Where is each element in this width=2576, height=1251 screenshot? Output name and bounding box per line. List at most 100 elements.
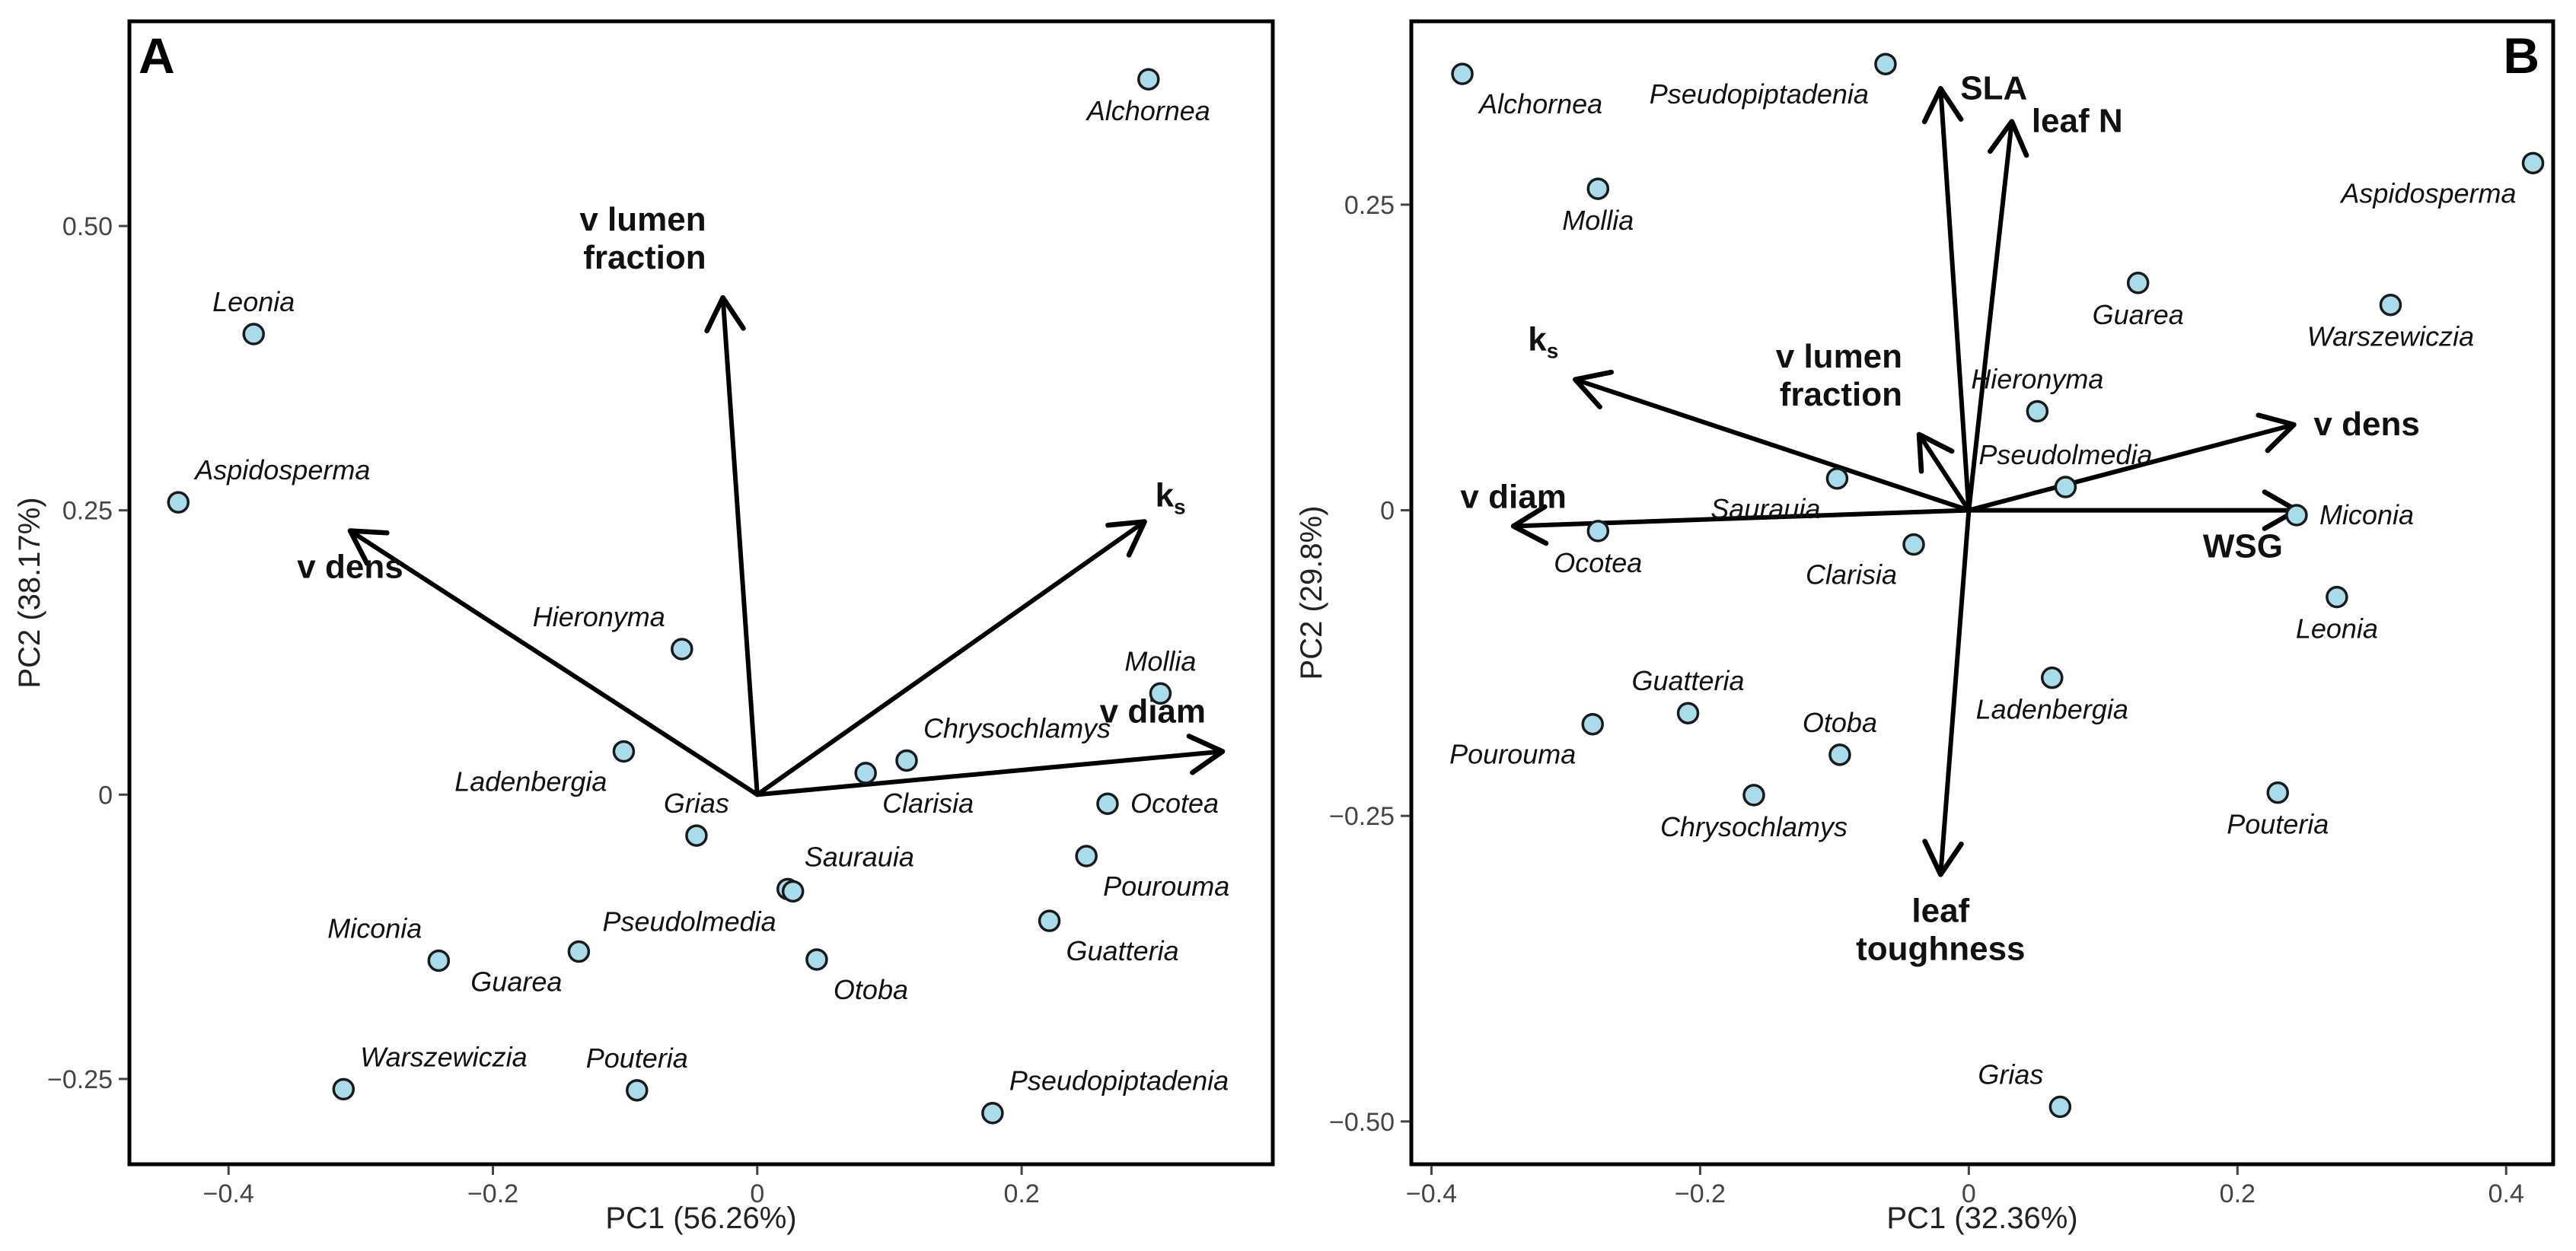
panel-a-point-mollia [1149,682,1172,705]
panel-b-vector-label-leaf-toughness: leaf toughness [1856,892,2025,967]
panel-a-x-tick-label: 0 [750,1179,764,1208]
panel-b-x-ticks: −0.4 −0.2 0 0.2 0.4 [1406,1166,2524,1208]
panel-b-vector-label-wsg: WSG [2203,528,2283,565]
panel-a-point-miconia [427,949,451,972]
panel-b-point-label-mollia: Mollia [1562,205,1634,236]
panel-b-vector-leaf-toughness [1922,508,1972,877]
panel-b-point-hieronyma [2026,399,2049,423]
panel-a-point-alchornea [1137,68,1160,91]
panel-b-vector-leaf-n [1966,119,2029,513]
panel-a-point-ocotea [1096,792,1119,815]
panel-a-point-pourouma [1075,845,1098,867]
panel-b-point-label-pseudopiptadenia: Pseudopiptadenia [1650,78,1869,110]
panel-b-vector-label-ks: ks [1528,321,1558,363]
panel-b-point-label-guatteria: Guatteria [1631,665,1744,696]
panel-a-point-label-aspidosperma: Aspidosperma [193,454,370,485]
panel-b-point-warszewiczia [2379,293,2402,317]
panel-b-point-chrysochlamys [1742,784,1765,807]
panel-b-point-label-alchornea: Alchornea [1478,88,1602,119]
panel-a-point-pouteria [626,1079,649,1102]
panel-a-x-axis-title: PC1 (56.26%) [605,1202,796,1235]
panel-b-point-label-clarisia: Clarisia [1806,559,1897,590]
panel-a-point-warszewiczia [332,1078,355,1101]
panel-a-point-clarisia [854,762,877,785]
panel-a-vector-label-ks: ks [1156,477,1186,519]
panel-b-vector-label-sla: SLA [1960,69,2027,107]
panel-b-vector-v-diam [1510,504,1972,546]
panel-b-vector-ks [1572,369,1972,513]
panel-b-y-ticks: −0.50 −0.25 0 0.25 [1329,191,1410,1137]
panel-b-point-mollia [1586,177,1610,200]
panel-b-point-label-pseudolmedia: Pseudolmedia [1978,439,2152,470]
panel-a-point-label-ladenbergia: Ladenbergia [454,766,607,797]
panel-a-point-label-saurauia: Saurauia [805,841,914,872]
panel-a-vector-v-lumen-fraction [704,294,760,797]
panel-a-y-tick-label: 0 [98,781,113,810]
panel-b-point-leonia [2326,585,2348,609]
panel-b-points: Alchornea Pseudopiptadenia Aspidosperma Mol… [1449,53,2545,1119]
panel-b-point-saurauia [1825,467,1849,490]
panel-b-y-tick-label: −0.50 [1329,1108,1395,1137]
panel-a-point-grias [685,824,708,847]
panel-a-y-tick-label: 0.25 [62,497,113,526]
panel-a-point-ladenbergia [612,740,636,763]
panel-b-point-otoba [1828,743,1851,766]
panel-b-vector-v-dens [1966,412,2297,513]
panel-b-point-label-leonia: Leonia [2296,613,2378,645]
panel-b-point-label-grias: Grias [1978,1058,2043,1090]
panel-a-point-label-clarisia: Clarisia [882,788,974,819]
panel-a-point-label-guarea: Guarea [470,966,562,998]
panel-b-point-pourouma [1581,712,1604,736]
panel-a-point-label-alchornea: Alchornea [1086,95,1210,126]
panel-a-plot-frame [127,19,1275,1167]
panel-a-point-label-ocotea: Ocotea [1130,788,1219,819]
panel-b-vector-label-v-dens: v dens [2313,406,2419,443]
panel-b-point-guarea [2126,272,2150,294]
panel-a-vector-ks [754,519,1147,797]
panel-b-vector-v-lumen-fraction [1916,431,1972,513]
panel-a-vector-label-v-lumen-fraction: v lumen fraction [579,201,706,276]
panel-b-x-tick-label: −0.4 [1406,1179,1457,1208]
panel-a-point-label-pseudolmedia: Pseudolmedia [603,906,776,937]
panel-a-letter: A [139,27,175,84]
panel-a-point-aspidosperma [167,491,190,514]
panel-b-point-pseudopiptadenia [1874,53,1897,75]
panel-a-vector-v-dens [347,528,760,797]
panel-a-point-label-pseudopiptadenia: Pseudopiptadenia [1009,1065,1229,1097]
panel-b-point-aspidosperma [2521,151,2545,175]
panel-b-point-label-saurauia: Saurauia [1710,493,1820,524]
panel-a-point-label-pouteria: Pouteria [586,1042,688,1074]
panel-a-y-tick-label: 0.50 [62,212,113,241]
panel-a-point-label-mollia: Mollia [1124,645,1196,676]
panel-a-x-tick-label: −0.2 [467,1179,518,1208]
panel-a-point-label-hieronyma: Hieronyma [533,601,665,632]
panel-b-y-tick-label: 0.25 [1344,191,1395,220]
panel-b-point-label-hieronyma: Hieronyma [1971,363,2103,394]
panel-b-vector-label-v-diam: v diam [1460,478,1566,515]
panel-b-point-label-chrysochlamys: Chrysochlamys [1660,811,1848,842]
panel-a-point-guatteria [1038,909,1061,932]
panel-a-x-tick-label: −0.4 [203,1179,254,1208]
panel-a-point-otoba [805,948,828,971]
panel-b-point-label-ladenbergia: Ladenbergia [1976,694,2128,725]
panel-b-point-pouteria [2266,781,2289,804]
panel-b-point-label-pourouma: Pourouma [1449,739,1576,770]
panel-b-point-label-pouteria: Pouteria [2227,809,2329,840]
panel-a-vector-v-diam [754,734,1226,797]
panel-a-point-chrysochlamys [895,749,918,772]
panel-b-plot-frame [1409,19,2555,1167]
panel-a-point-hieronyma [671,638,693,661]
panel-a-point-label-chrysochlamys: Chrysochlamys [923,712,1111,743]
panel-b-vector-label-v-lumen-fraction: v lumen fraction [1776,338,1902,413]
panel-b-point-ocotea [1586,520,1610,543]
panel-b-y-tick-label: 0 [1380,497,1395,526]
panel-b-point-guatteria [1676,702,1700,724]
panel-b-point-label-ocotea: Ocotea [1554,547,1642,578]
panel-b-y-tick-label: −0.25 [1329,802,1395,831]
panel-b-point-miconia [2285,504,2308,527]
panel-b-letter: B [2503,27,2539,84]
